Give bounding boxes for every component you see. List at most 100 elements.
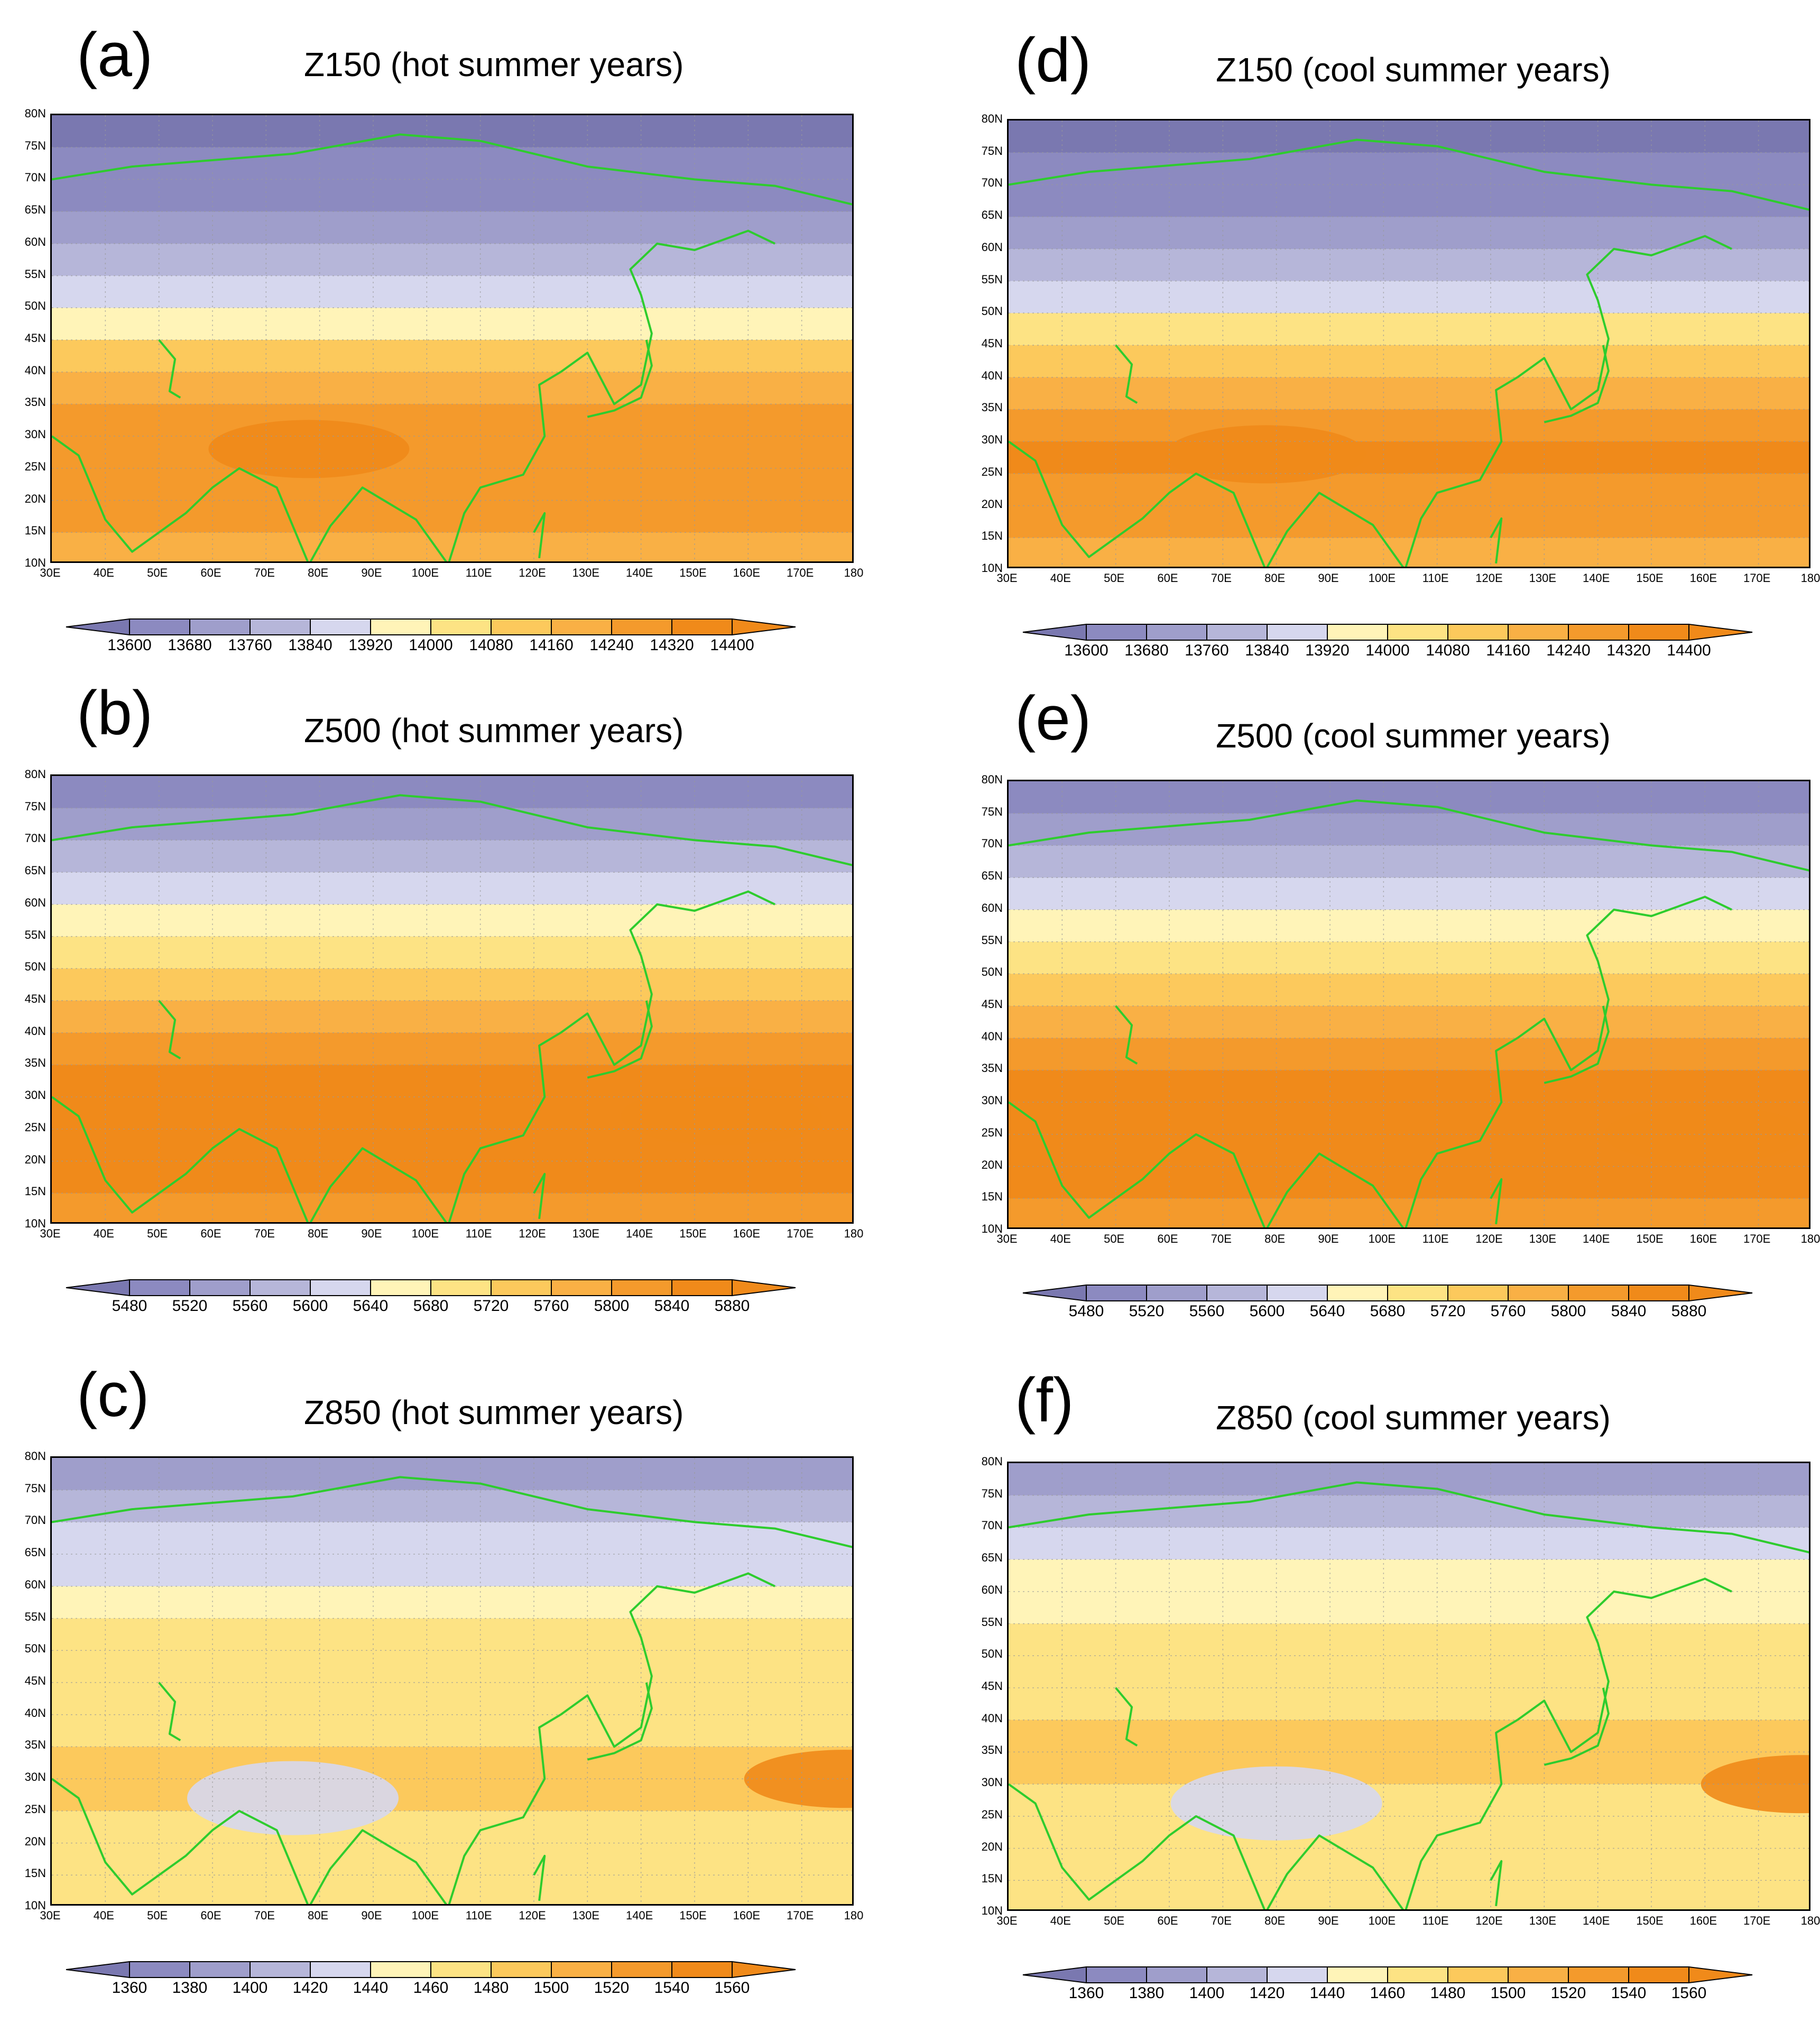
colorbar-segment <box>1447 1285 1509 1301</box>
lon-tick-label: 170E <box>786 1227 814 1240</box>
coastline <box>560 229 775 405</box>
lat-tick-label: 30N <box>24 1088 46 1102</box>
lon-tick-label: 100E <box>1368 571 1396 585</box>
lon-tick-label: 40E <box>1050 571 1071 585</box>
panel-f: (f) Z850 (cool summer years) 80N 75N 70N 65N 6… <box>957 1348 1820 2003</box>
colorbar: 13600 13680 13760 13840 13920 14000 14080 14160… <box>1022 623 1753 666</box>
lon-tick-label: 180 <box>1800 571 1820 585</box>
lon-tick-label: 100E <box>411 1227 439 1240</box>
contour-band <box>1009 1527 1809 1560</box>
colorbar-tick-label: 14160 <box>1486 642 1530 659</box>
colorbar-max-arrow <box>1688 1966 1753 1984</box>
contour-band <box>52 468 852 501</box>
lat-tick-label: 65N <box>24 864 46 877</box>
lon-tick-label: 150E <box>1636 1914 1664 1927</box>
colorbar-tick-label: 1400 <box>232 1979 268 1997</box>
maximum-center <box>744 1750 852 1808</box>
colorbar-tick-label: 1480 <box>1430 1984 1466 2002</box>
minimum-center <box>187 1761 399 1835</box>
lon-tick-label: 80E <box>308 1909 329 1922</box>
lon-tick-label: 110E <box>1422 1232 1449 1245</box>
lon-tick-label: 110E <box>1422 1914 1449 1927</box>
lat-tick-label: 10N <box>981 1222 1003 1235</box>
lon-tick-label: 120E <box>1475 1232 1503 1245</box>
lon-tick-label: 140E <box>1582 1914 1610 1927</box>
lon-tick-label: 70E <box>1211 1232 1232 1245</box>
contour-field <box>1009 121 1809 567</box>
lon-tick-label: 150E <box>679 566 707 579</box>
lon-tick-label: 160E <box>1689 1914 1717 1927</box>
coastline <box>587 339 653 418</box>
lon-tick-label: 80E <box>308 566 329 579</box>
lat-tick-label: 40N <box>24 1024 46 1038</box>
colorbar-segment <box>671 618 733 635</box>
lon-tick-label: 90E <box>1318 1232 1339 1245</box>
lat-tick-label: 75N <box>24 799 46 813</box>
lon-tick-label: 180 <box>1800 1914 1820 1927</box>
colorbar-segment <box>1206 1966 1268 1983</box>
colorbar-segment <box>430 1279 492 1296</box>
contour-band <box>1009 1880 1809 1909</box>
colorbar-segment <box>129 1961 190 1978</box>
colorbar-tick-label: 5840 <box>654 1297 690 1315</box>
map-plot-area <box>50 114 854 563</box>
colorbar-min-arrow <box>1022 623 1087 641</box>
lon-tick-label: 50E <box>1104 571 1125 585</box>
lat-tick-label: 40N <box>24 363 46 377</box>
colorbar-tick-label: 14320 <box>1606 642 1651 659</box>
contour-field <box>52 776 852 1222</box>
map-plot-area <box>1007 119 1810 568</box>
contour-band <box>52 904 852 937</box>
coastline <box>1517 895 1732 1071</box>
contour-band <box>52 1683 852 1715</box>
contour-band <box>52 1714 852 1748</box>
lon-tick-label: 180 <box>844 566 864 579</box>
lon-tick-label: 140E <box>625 1227 653 1240</box>
lon-tick-label: 110E <box>465 1909 492 1922</box>
contour-band <box>1009 505 1809 539</box>
colorbar-tick-label: 13600 <box>1064 642 1108 659</box>
colorbar-segment <box>1628 1966 1689 1983</box>
colorbar-graphic <box>66 618 796 636</box>
coastline <box>1490 517 1503 564</box>
contour-band <box>52 1161 852 1194</box>
contour-band <box>1009 1784 1809 1817</box>
lon-tick-label: 30E <box>996 1232 1018 1245</box>
contour-band <box>1009 974 1809 1006</box>
colorbar-tick-label: 1520 <box>594 1979 630 1997</box>
lon-tick-label: 90E <box>1318 1914 1339 1927</box>
contour-band <box>52 1875 852 1904</box>
colorbar-tick-label: 5640 <box>1309 1302 1345 1320</box>
contour-band <box>52 1810 852 1844</box>
colorbar-tick-label: 5680 <box>1370 1302 1406 1320</box>
coastline <box>1490 1860 1503 1907</box>
lon-tick-label: 50E <box>1104 1232 1125 1245</box>
contour-band <box>52 372 852 405</box>
lat-tick-label: 80N <box>24 768 46 781</box>
coastline <box>1115 344 1138 404</box>
contour-band <box>1009 909 1809 943</box>
lat-tick-label: 65N <box>24 203 46 217</box>
coastline <box>1490 1178 1503 1225</box>
contour-band <box>52 1032 852 1066</box>
coastline <box>1115 1005 1138 1065</box>
lat-tick-label: 20N <box>24 492 46 505</box>
lat-tick-label: 10N <box>981 561 1003 575</box>
contour-band <box>1009 313 1809 346</box>
lat-tick-label: 20N <box>24 1834 46 1848</box>
lon-tick-label: 40E <box>93 1227 114 1240</box>
lon-tick-label: 40E <box>1050 1232 1071 1245</box>
colorbar-segment <box>1568 1285 1629 1301</box>
lat-tick-label: 35N <box>24 1738 46 1752</box>
lon-tick-label: 30E <box>40 1227 61 1240</box>
colorbar-segment <box>1206 1285 1268 1301</box>
colorbar-segment <box>1568 1966 1629 1983</box>
colorbar-segment <box>370 1279 431 1296</box>
lat-tick-label: 50N <box>981 965 1003 979</box>
map-plot-area <box>1007 1462 1810 1911</box>
lat-tick-label: 15N <box>981 1872 1003 1886</box>
contour-band <box>1009 121 1809 153</box>
colorbar-tick-label: 5760 <box>1490 1302 1526 1320</box>
lat-tick-label: 15N <box>24 524 46 538</box>
lat-tick-label: 75N <box>981 144 1003 158</box>
